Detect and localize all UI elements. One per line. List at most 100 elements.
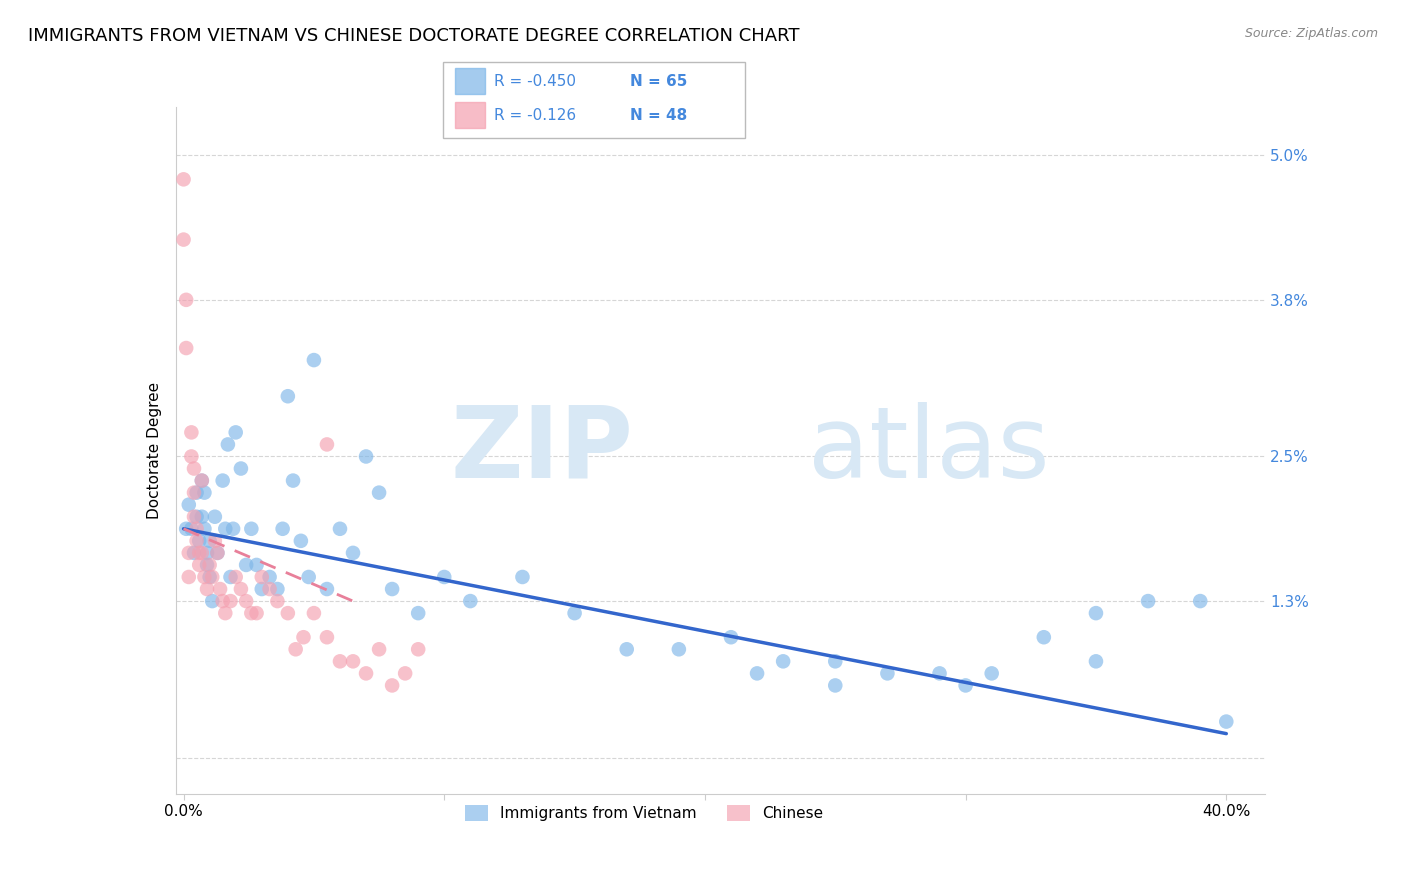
Point [191,474,214,488]
Point [824,678,846,692]
Point [188,546,211,560]
Point [745,666,768,681]
Point [225,425,247,440]
Point [354,666,377,681]
Point [191,474,214,488]
Point [290,533,312,548]
Point [406,606,429,620]
Point [198,533,221,548]
Point [188,533,211,548]
Point [186,533,208,548]
Point [616,642,638,657]
Point [198,570,221,584]
Text: ZIP: ZIP [450,402,633,499]
Point [381,678,404,692]
Point [245,606,267,620]
Point [329,522,352,536]
Point [174,522,197,536]
Point [240,522,263,536]
Point [195,582,218,596]
Point [342,654,364,668]
Point [292,630,315,644]
Point [316,582,339,596]
Point [928,666,950,681]
Point [219,594,242,608]
Text: atlas: atlas [807,402,1049,499]
Point [266,582,288,596]
FancyBboxPatch shape [443,62,745,138]
Text: Source: ZipAtlas.com: Source: ZipAtlas.com [1244,27,1378,40]
Point [368,642,391,657]
Point [191,509,214,524]
Point [211,474,233,488]
Point [183,546,205,560]
Point [201,570,224,584]
Point [564,606,586,620]
Point [173,172,195,186]
Point [284,642,307,657]
Point [824,654,846,668]
Point [298,570,321,584]
Point [342,546,364,560]
Point [193,522,215,536]
Point [250,570,273,584]
Point [250,582,273,596]
Point [180,425,202,440]
Point [876,666,898,681]
Point [225,570,247,584]
Point [195,558,218,572]
Point [368,485,391,500]
Point [186,522,208,536]
Point [329,654,352,668]
Point [394,666,416,681]
Point [183,509,205,524]
Point [1084,654,1107,668]
Point [277,389,299,403]
Point [316,630,339,644]
Text: R = -0.126: R = -0.126 [495,108,576,122]
Text: IMMIGRANTS FROM VIETNAM VS CHINESE DOCTORATE DEGREE CORRELATION CHART: IMMIGRANTS FROM VIETNAM VS CHINESE DOCTO… [28,27,800,45]
Point [177,570,200,584]
Point [277,606,299,620]
Point [302,606,325,620]
Point [229,461,252,475]
Point [180,450,202,464]
Point [204,509,226,524]
Point [980,666,1002,681]
Point [406,642,429,657]
Point [245,558,267,572]
Point [316,437,339,451]
Point [193,485,215,500]
Point [281,474,304,488]
Point [720,630,742,644]
Point [174,293,197,307]
Point [177,498,200,512]
Point [183,461,205,475]
Bar [456,102,485,128]
Point [214,606,236,620]
Point [1137,594,1160,608]
Point [193,570,215,584]
Point [186,485,208,500]
Point [191,546,214,560]
Text: N = 65: N = 65 [630,73,688,88]
Point [229,582,252,596]
Point [259,582,281,596]
Point [381,582,404,596]
Point [668,642,690,657]
Point [207,546,229,560]
Point [217,437,239,451]
Point [302,353,325,368]
Bar [456,68,485,95]
Point [209,582,232,596]
Point [1215,714,1237,729]
Point [186,509,208,524]
Text: N = 48: N = 48 [630,108,688,122]
Point [195,546,218,560]
Point [188,558,211,572]
Point [1084,606,1107,620]
Point [1189,594,1212,608]
Point [204,533,226,548]
Point [219,570,242,584]
Point [271,522,294,536]
